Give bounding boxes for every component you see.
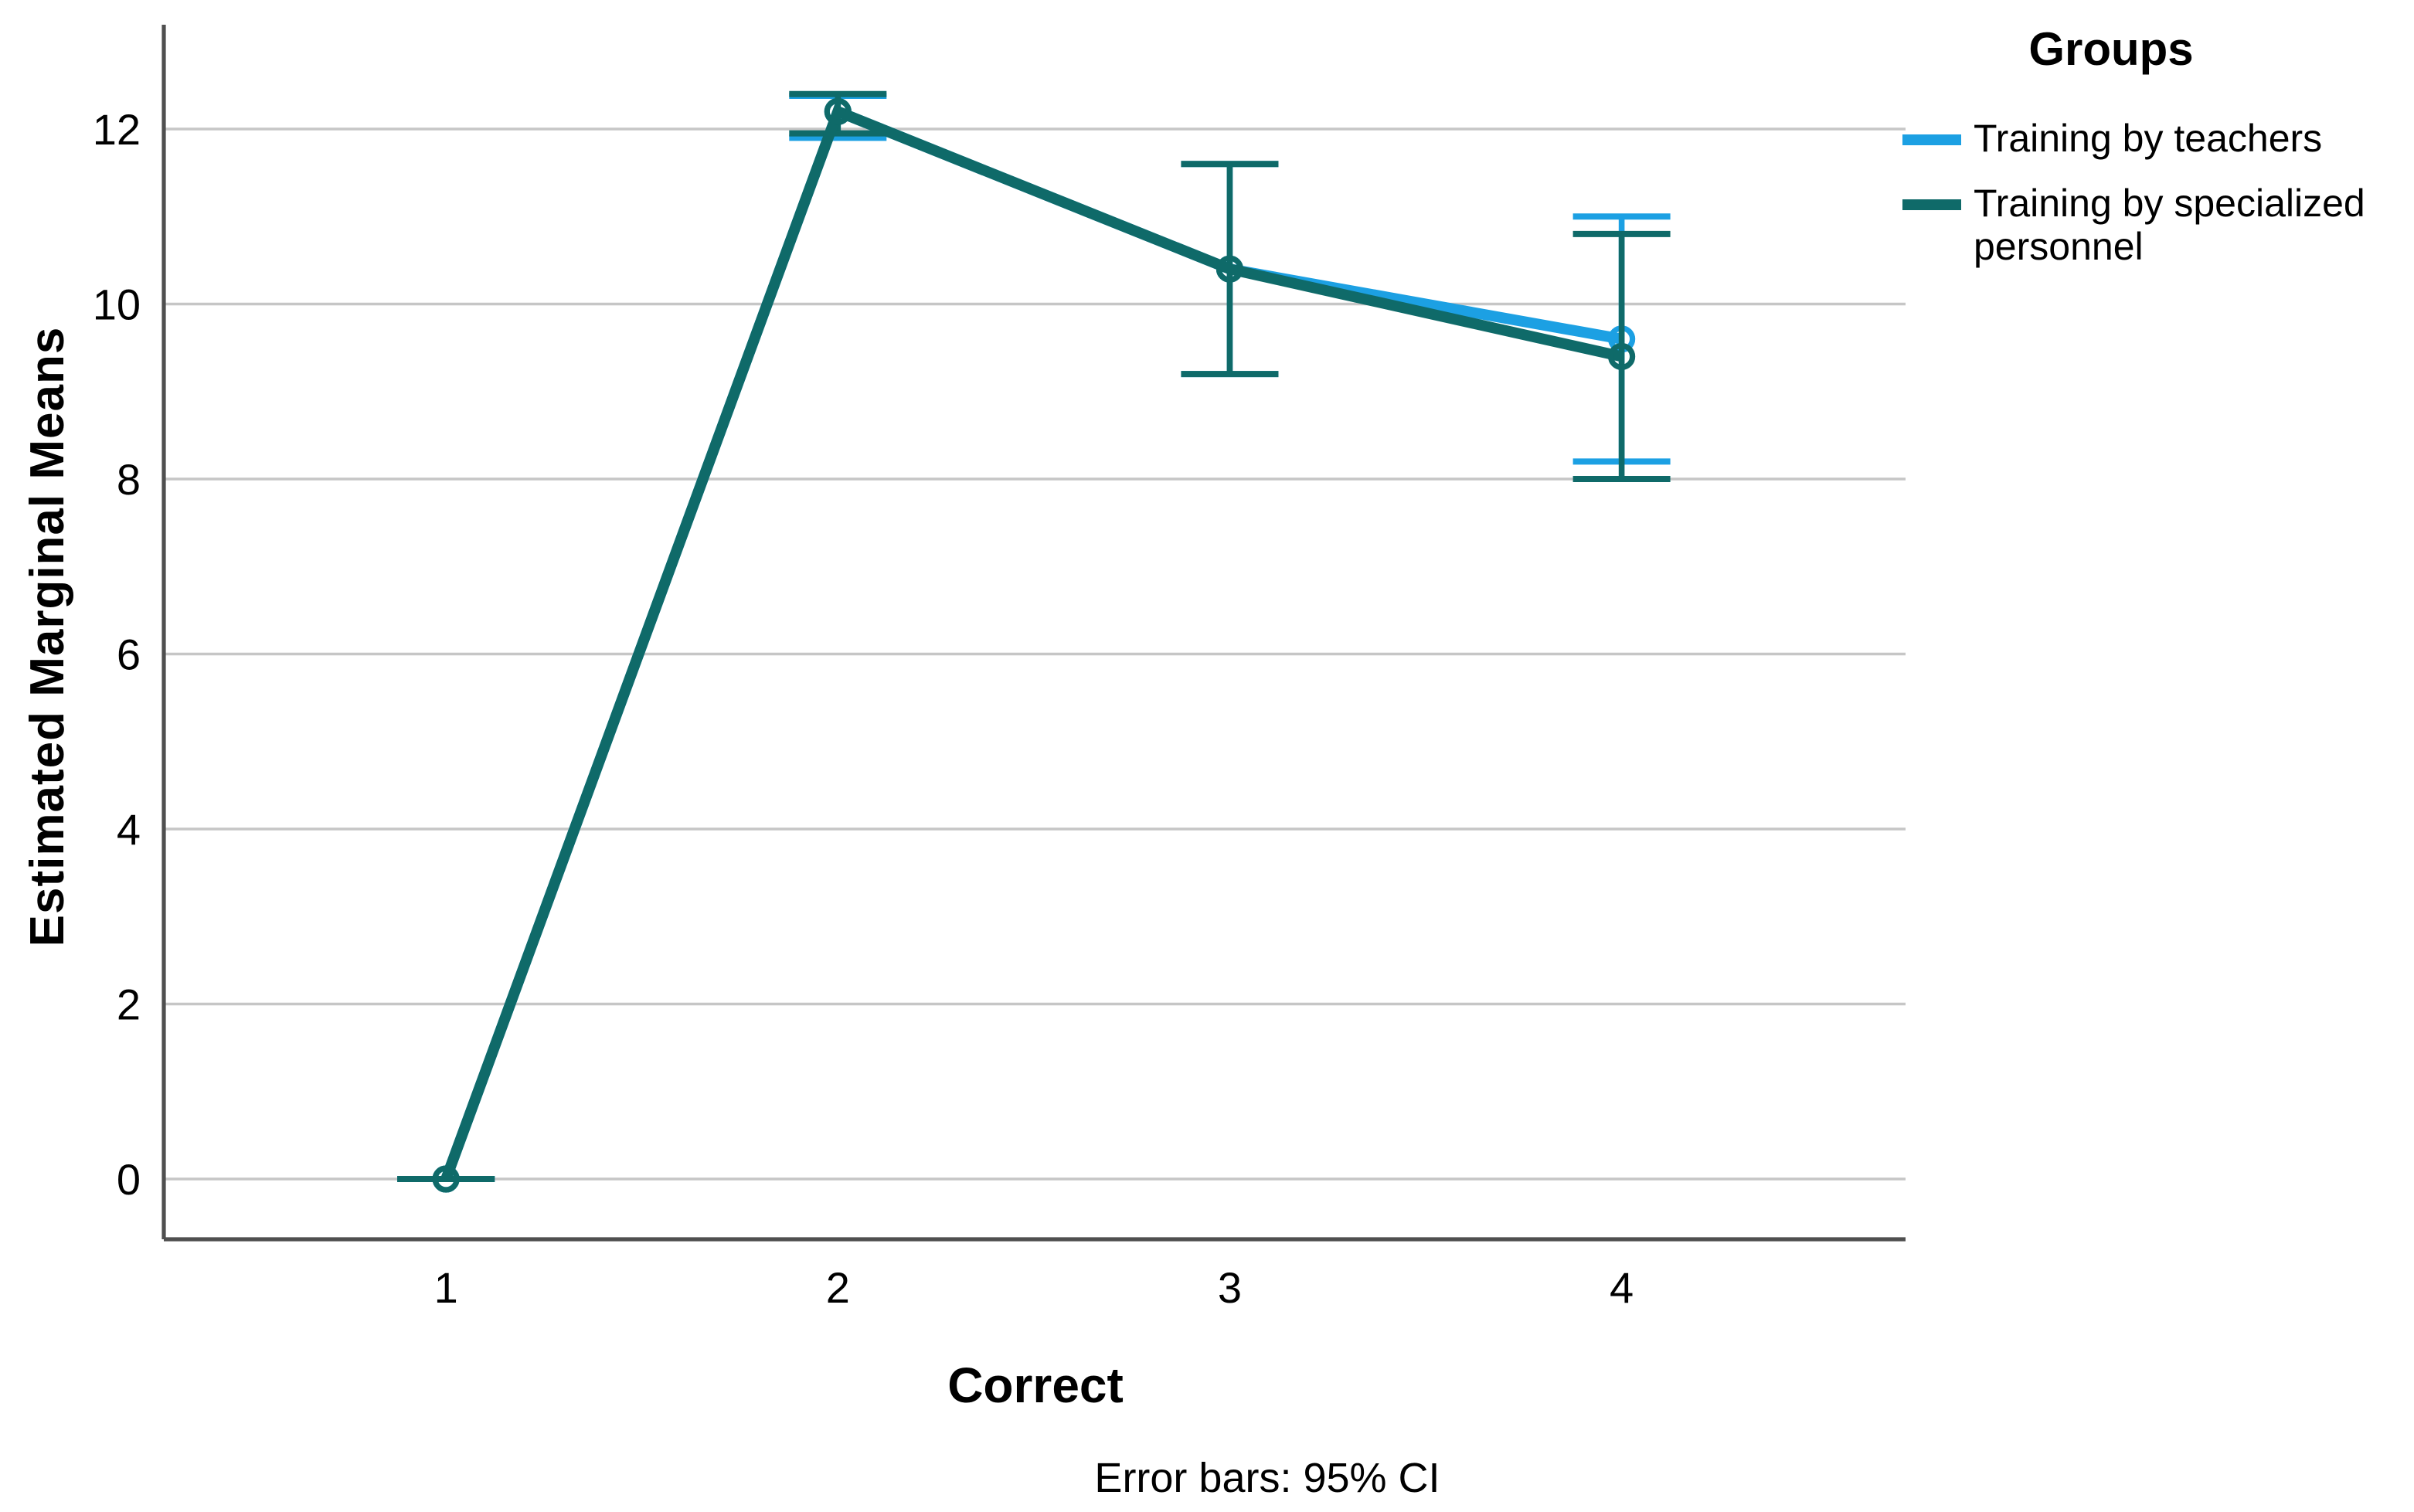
series-line bbox=[440, 104, 1624, 1181]
data-point-marker bbox=[824, 97, 852, 125]
specialized-line-swatch bbox=[1902, 199, 1961, 210]
x-tick-label: 1 bbox=[434, 1263, 458, 1312]
y-tick-label: 2 bbox=[117, 980, 141, 1029]
y-axis-title: Estimated Marginal Means bbox=[20, 326, 74, 947]
y-tick-label: 10 bbox=[93, 280, 141, 329]
y-tick-label: 4 bbox=[117, 805, 141, 854]
data-point-marker bbox=[1607, 342, 1636, 371]
x-tick-label: 4 bbox=[1610, 1263, 1634, 1312]
legend-entry-teachers: Training by teachers bbox=[1902, 117, 2412, 161]
y-tick-label: 8 bbox=[117, 455, 141, 504]
data-point-marker bbox=[1216, 255, 1244, 283]
error-bars-footnote: Error bars: 95% CI bbox=[1094, 1455, 1440, 1501]
series-line bbox=[440, 104, 1623, 1181]
legend-title: Groups bbox=[2028, 25, 2194, 76]
x-tick-label: 2 bbox=[826, 1263, 850, 1312]
data-point-marker bbox=[432, 1165, 460, 1193]
x-tick-label: 3 bbox=[1218, 1263, 1242, 1312]
teachers-line-swatch bbox=[1902, 134, 1961, 145]
legend-entry-specialized: Training by specialized personnel bbox=[1902, 182, 2412, 269]
x-axis-title: Correct bbox=[947, 1357, 1124, 1413]
y-tick-label: 6 bbox=[117, 630, 141, 679]
y-tick-label: 12 bbox=[93, 105, 141, 154]
legend: Groups Training by teachers Training by … bbox=[1902, 25, 2412, 269]
y-tick-label: 0 bbox=[117, 1155, 141, 1204]
legend-entry-label: Training by specialized personnel bbox=[1974, 182, 2365, 269]
legend-entry-label: Training by teachers bbox=[1974, 117, 2323, 161]
